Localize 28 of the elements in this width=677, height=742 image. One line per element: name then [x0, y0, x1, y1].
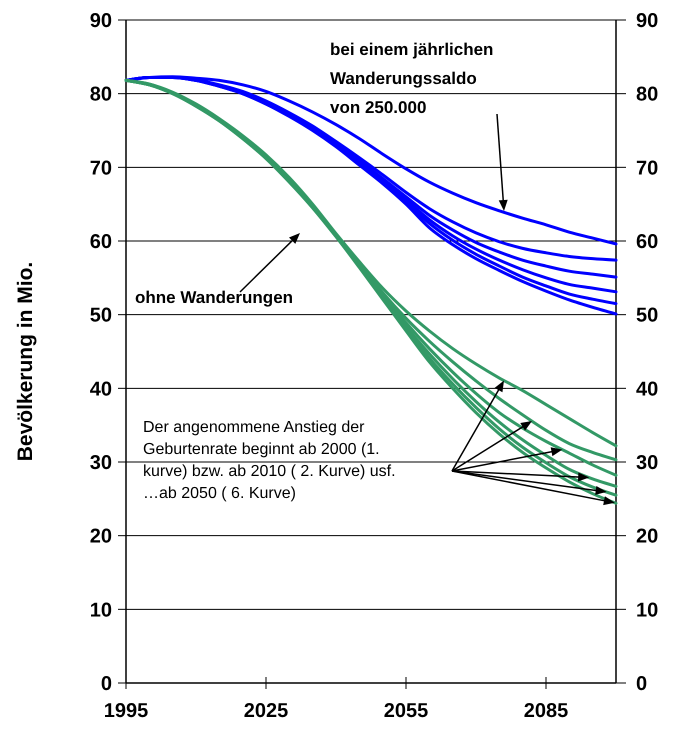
- y-tick-label: 10: [90, 599, 112, 622]
- y-tick-label: 90: [90, 10, 112, 32]
- x-tick-label: 2025: [244, 700, 288, 722]
- y2-tick-label: 30: [636, 452, 658, 474]
- annotation: bei einem jährlichen Wanderungssaldo von 250.000: [330, 40, 494, 117]
- y2-tick-label: 90: [636, 10, 658, 32]
- y-tick-label: 70: [90, 157, 112, 180]
- y-tick-label: 60: [90, 231, 112, 253]
- y-tick-label: 20: [90, 526, 112, 548]
- annotation: Der angenommene Anstieg der Geburtenrate beginnt ab 2000 (1. kurve) bzw. ab 2010 ( 2. Kurve) usf. …ab 2050 ( 6. Kurve): [143, 419, 396, 502]
- y2-tick-label: 60: [636, 231, 658, 253]
- y-tick-label: 50: [90, 304, 112, 327]
- y2-tick-label: 50: [636, 304, 658, 327]
- x-tick-label: 2055: [384, 700, 428, 722]
- y2-tick-label: 0: [636, 673, 648, 695]
- annotation: ohne Wanderungen: [135, 288, 294, 307]
- x-tick-label: 1995: [104, 700, 148, 722]
- y2-tick-label: 10: [636, 599, 658, 622]
- y-tick-label: 30: [90, 452, 112, 474]
- x-tick-label: 2085: [524, 700, 568, 722]
- y2-tick-label: 20: [636, 526, 658, 548]
- y-tick-label: 80: [90, 84, 112, 106]
- y2-tick-label: 70: [636, 157, 658, 180]
- y2-tick-label: 80: [636, 84, 658, 106]
- y-tick-label: 40: [90, 378, 112, 400]
- y2-tick-label: 40: [636, 378, 658, 400]
- y-axis-title: Bevölkerung in Mio.: [14, 262, 37, 462]
- y-tick-label: 0: [100, 673, 112, 695]
